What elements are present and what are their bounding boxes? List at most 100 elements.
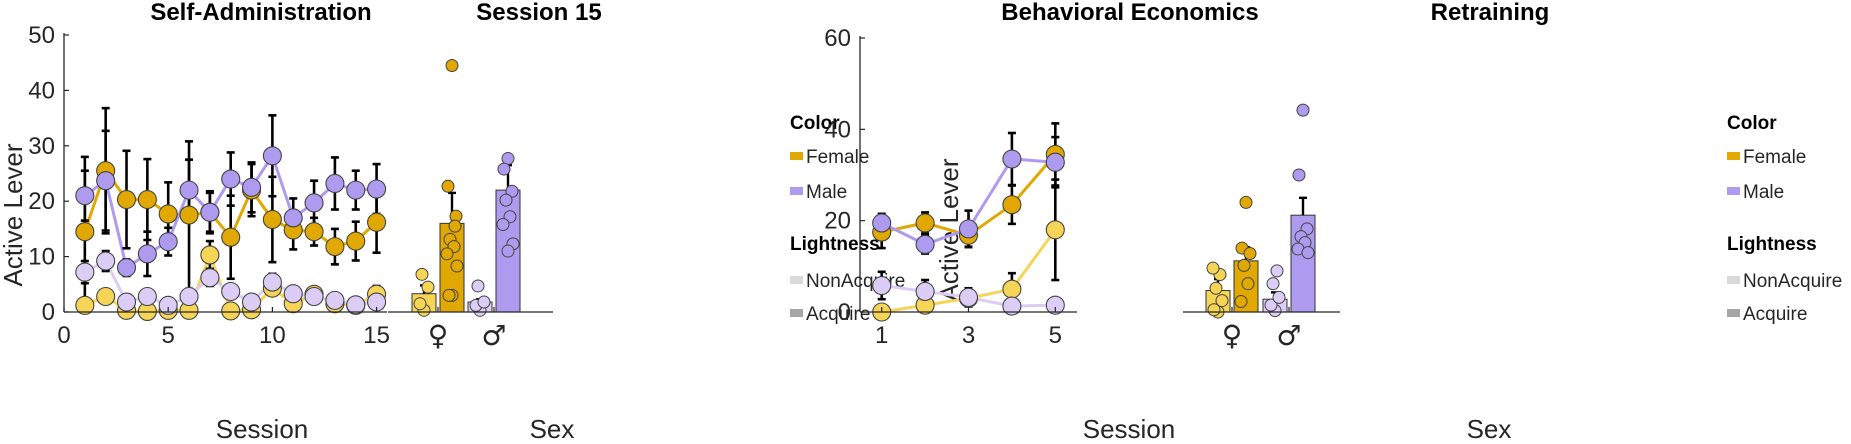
data-point-female-acquire [262, 209, 282, 230]
data-point-male-nonacquire [325, 290, 345, 310]
data-point-female-acquire [445, 58, 459, 72]
data-point-male-nonacquire [915, 281, 935, 302]
data-point-female-nonacquire [221, 301, 241, 321]
x-tick-label: 5 [162, 322, 175, 349]
legend-label-acquire: Acquire [1743, 304, 1807, 325]
y-tick-label: 10 [28, 244, 55, 271]
data-point-male-acquire [496, 217, 510, 231]
data-point-female-acquire [116, 189, 137, 210]
legend-swatch-acquire [1727, 309, 1740, 317]
data-point-female-nonacquire [1002, 279, 1022, 299]
data-point-male-nonacquire [1002, 296, 1022, 316]
chart-title: Self-Administration [150, 0, 371, 26]
session-15-panel: Session 15 Sex ♀ ♂ [388, 0, 602, 444]
x-tick-label: ♀ [1222, 319, 1243, 352]
data-point-female-acquire [440, 247, 454, 261]
legend-swatch-acquire [790, 309, 803, 317]
data-point-male-acquire [283, 208, 303, 228]
x-axis-label: Session [216, 414, 309, 444]
chart-title: Session 15 [476, 0, 601, 26]
data-point-female-acquire [1241, 277, 1255, 291]
data-point-male-acquire [1301, 246, 1315, 260]
data-point-male-nonacquire [179, 286, 199, 307]
x-tick-label: 1 [875, 322, 888, 349]
data-point-male-acquire [872, 213, 892, 233]
legend-swatch-male [1727, 187, 1740, 195]
data-point-male-acquire [304, 193, 324, 213]
data-point-male-nonacquire [221, 281, 241, 302]
tick-labels: ♀ ♂ [428, 319, 507, 352]
data-point-male-acquire [505, 184, 519, 198]
data-point-male-nonacquire [1272, 290, 1286, 304]
chart-title: Behavioral Economics [1001, 0, 1258, 26]
data-points [413, 58, 520, 317]
data-point-male-acquire [179, 180, 199, 200]
data-point-male-nonacquire [200, 268, 220, 288]
data-point-male-acquire [958, 219, 979, 239]
data-point-male-nonacquire [477, 295, 491, 309]
legend-label-acquire: Acquire [806, 304, 870, 325]
data-point-male-nonacquire [116, 292, 137, 312]
behavioral-economics-panel: Behavioral Economics Session Active Leve… [824, 0, 1258, 444]
data-point-female-nonacquire [1206, 261, 1220, 275]
data-point-male-nonacquire [1266, 277, 1280, 291]
data-point-female-acquire [442, 288, 456, 302]
y-tick-label: 20 [28, 188, 55, 215]
y-tick-label: 50 [28, 22, 55, 49]
data-point-male-nonacquire [346, 295, 366, 315]
data-point-male-acquire [158, 232, 178, 252]
data-point-male-acquire [1045, 152, 1065, 172]
data-point-female-acquire [221, 227, 241, 247]
legend-swatch-nonacquire [1727, 276, 1740, 284]
x-axis-label: Sex [1467, 414, 1512, 444]
data-point-female-acquire [158, 204, 178, 224]
data-point-female-nonacquire [1207, 303, 1221, 317]
legend-right: Color Female Male Lightness NonAcquire A… [1727, 113, 1842, 325]
data-point-female-acquire [1002, 195, 1022, 215]
data-point-female-acquire [450, 259, 464, 273]
legend-swatch-nonacquire [790, 276, 803, 284]
y-axis-label: Active Lever [0, 143, 28, 286]
self-administration-panel: Self-Administration Session Active Lever… [0, 0, 390, 444]
data-point-female-acquire [1243, 247, 1257, 261]
x-tick-label: ♂ [481, 319, 506, 352]
data-point-female-nonacquire [413, 297, 427, 311]
data-point-male-nonacquire [872, 275, 892, 296]
data-point-female-nonacquire [415, 267, 429, 281]
x-tick-label: 0 [57, 322, 70, 349]
data-point-male-acquire [221, 169, 241, 189]
legend-label-female: Female [806, 147, 869, 168]
data-point-male-nonacquire [1264, 298, 1278, 312]
axes [63, 33, 387, 313]
legend-label-male: Male [1743, 182, 1784, 203]
y-tick-label: 40 [28, 77, 55, 104]
data-point-female-nonacquire [200, 245, 220, 265]
data-point-male-acquire [262, 146, 282, 166]
y-tick-label: 40 [824, 116, 851, 143]
x-tick-label: 15 [363, 322, 390, 349]
y-tick-label: 30 [28, 133, 55, 160]
x-axis-label: Session [1083, 414, 1176, 444]
data-point-female-acquire [367, 212, 387, 232]
legend-swatch-female [790, 152, 803, 160]
y-tick-label: 20 [824, 208, 851, 235]
axes [859, 36, 1077, 313]
data-points [872, 144, 1065, 322]
data-point-male-nonacquire [158, 295, 178, 315]
data-point-male-nonacquire [241, 292, 262, 312]
data-point-female-acquire [1234, 294, 1248, 308]
data-point-male-acquire [346, 180, 366, 200]
data-point-male-nonacquire [958, 287, 979, 307]
data-point-female-acquire [1237, 258, 1251, 272]
x-tick-label: ♀ [428, 319, 449, 352]
tick-labels: 0 10 20 30 40 50 0 5 10 15 [28, 22, 390, 349]
data-point-male-acquire [75, 186, 95, 206]
legend-color-title: Color [1727, 113, 1777, 134]
data-point-male-acquire [1296, 103, 1310, 117]
data-point-male-nonacquire [262, 272, 282, 292]
data-point-male-nonacquire [471, 279, 485, 293]
data-point-female-acquire [915, 213, 935, 233]
data-point-male-nonacquire [283, 284, 303, 304]
data-point-male-nonacquire [137, 286, 157, 307]
data-point-male-acquire [116, 258, 137, 278]
